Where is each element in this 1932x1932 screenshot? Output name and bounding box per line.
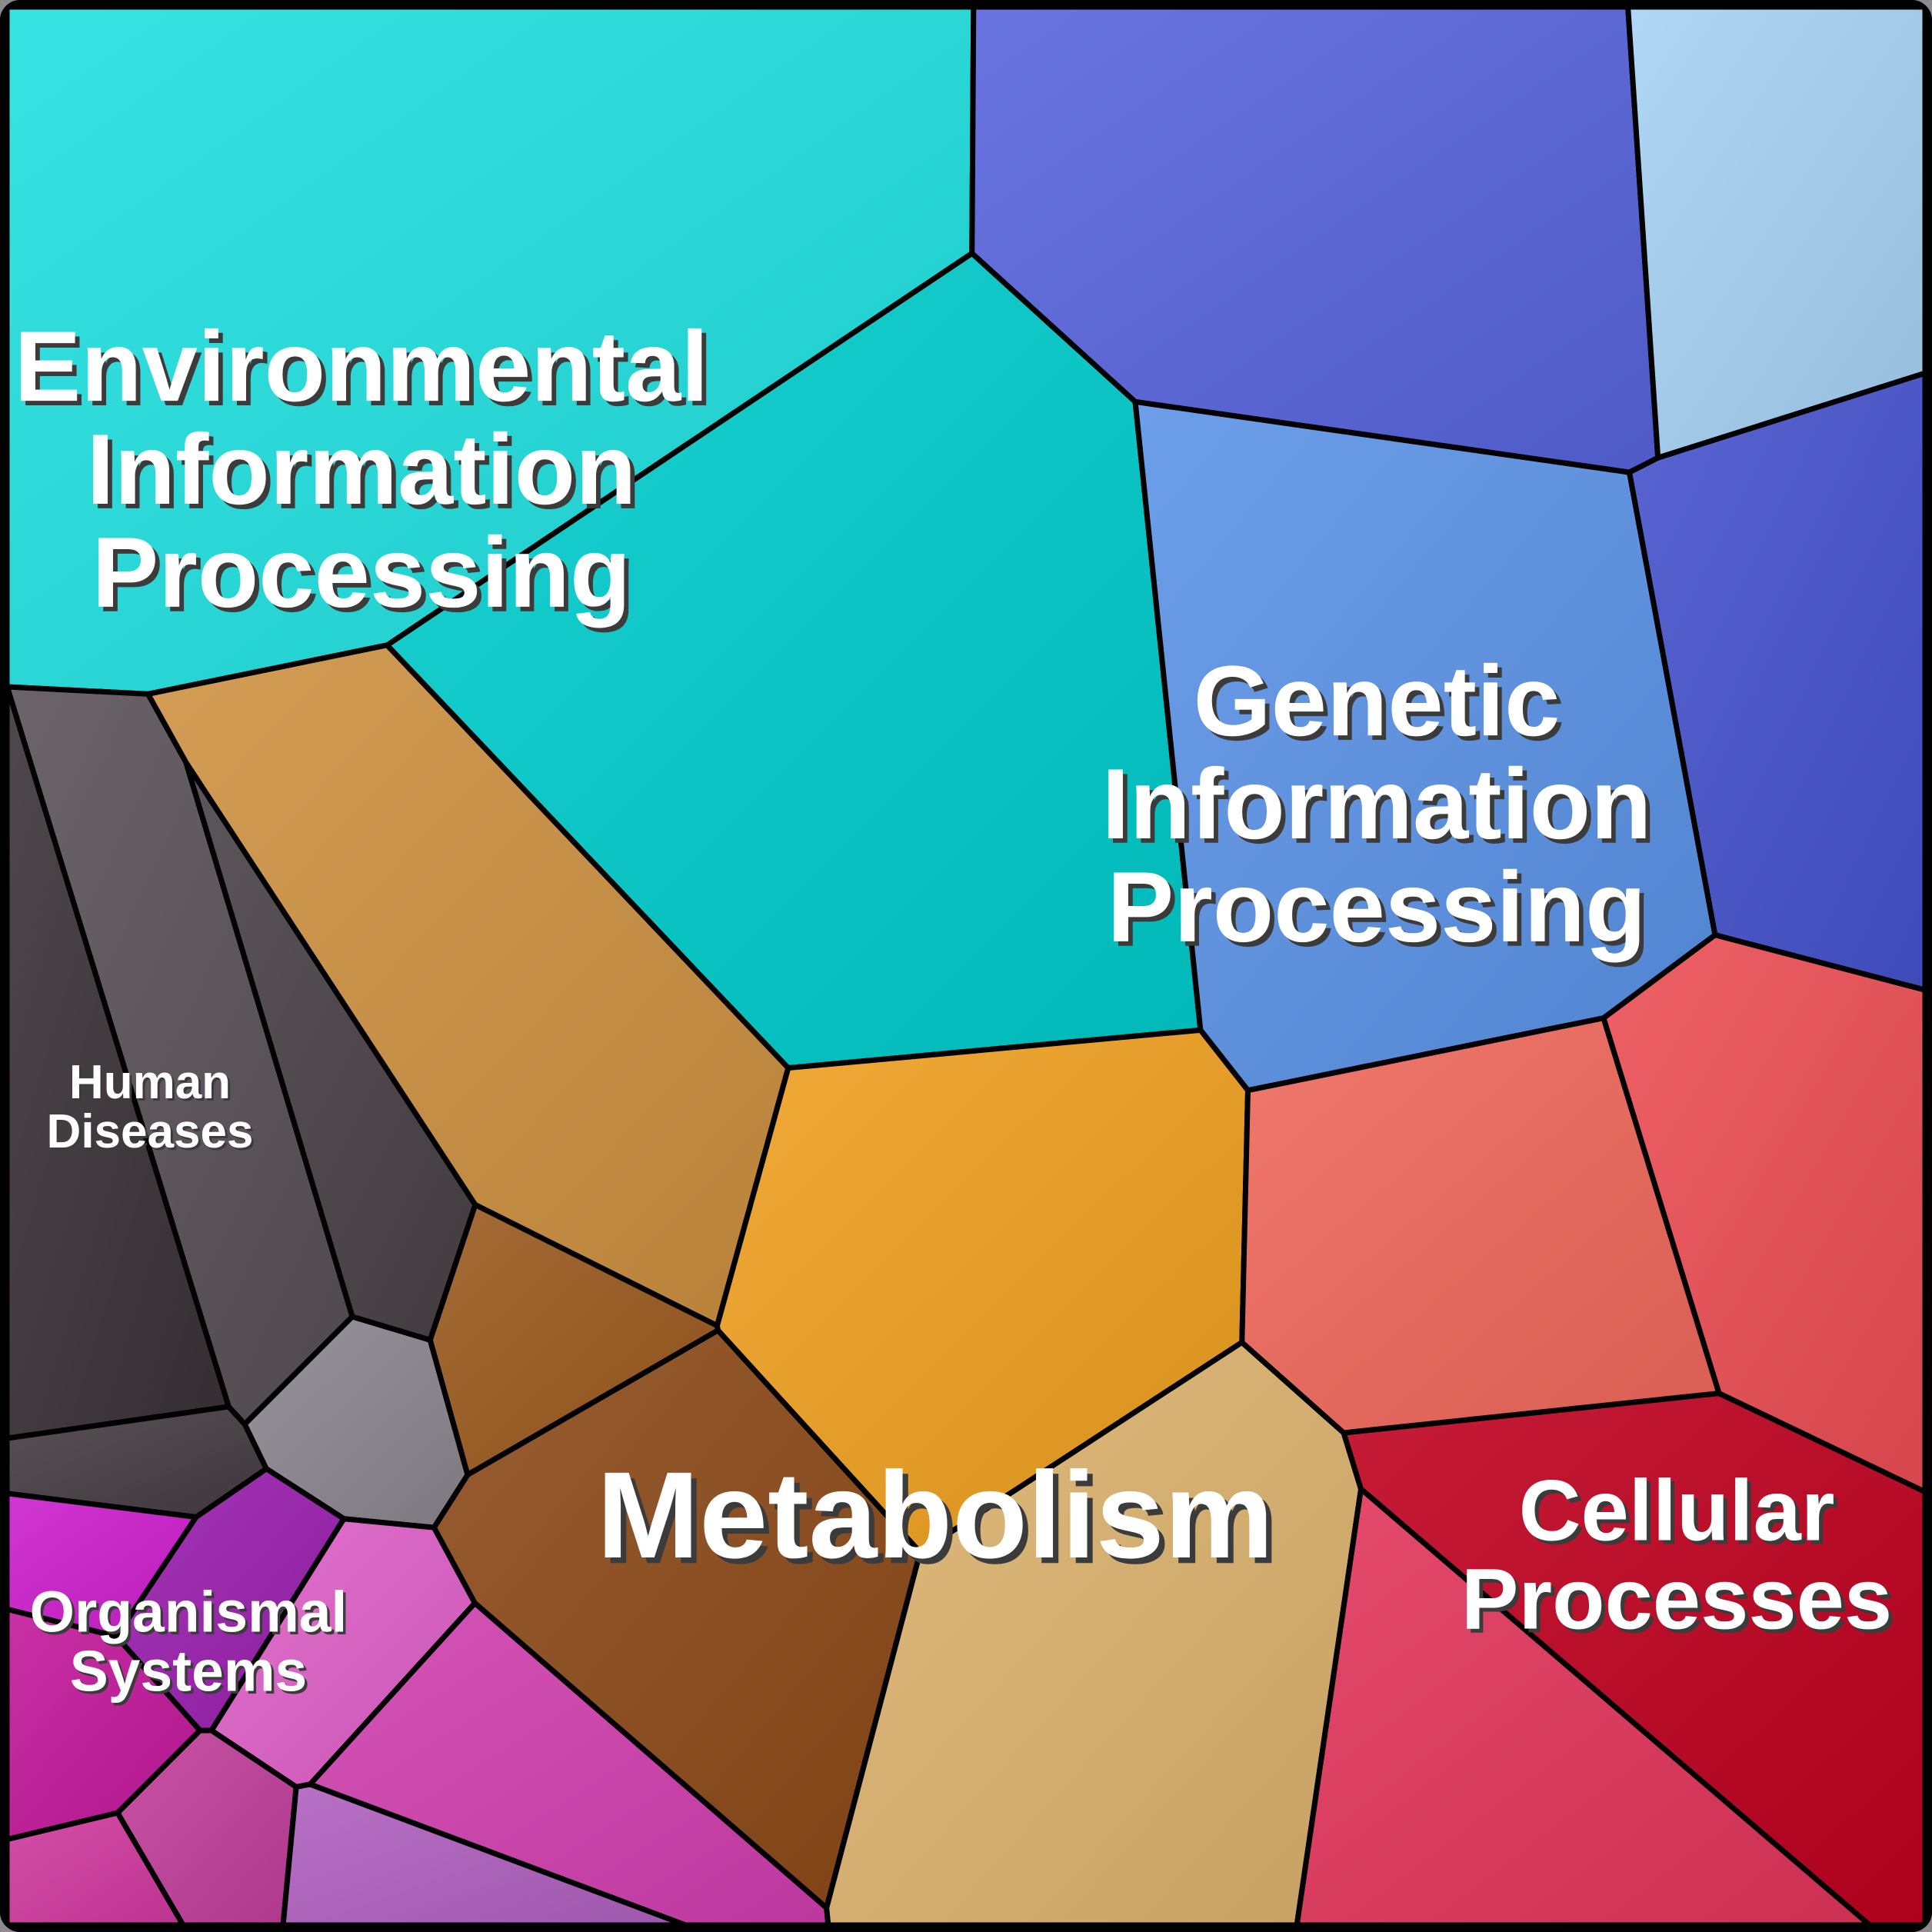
svg-text:Processing: Processing: [92, 516, 631, 628]
svg-text:Human: Human: [69, 1056, 231, 1109]
svg-text:Processing: Processing: [1108, 851, 1647, 963]
svg-text:Cellular: Cellular: [1519, 1462, 1835, 1558]
svg-text:Environmental: Environmental: [15, 310, 709, 422]
svg-text:Information: Information: [1102, 748, 1652, 860]
svg-text:Metabolism: Metabolism: [597, 1446, 1274, 1584]
svg-text:Diseases: Diseases: [47, 1105, 254, 1158]
svg-text:Systems: Systems: [70, 1639, 308, 1704]
svg-text:Processes: Processes: [1461, 1551, 1892, 1647]
svg-text:Genetic: Genetic: [1194, 645, 1561, 757]
svg-text:Information: Information: [87, 413, 637, 525]
svg-text:Organismal: Organismal: [30, 1579, 348, 1644]
